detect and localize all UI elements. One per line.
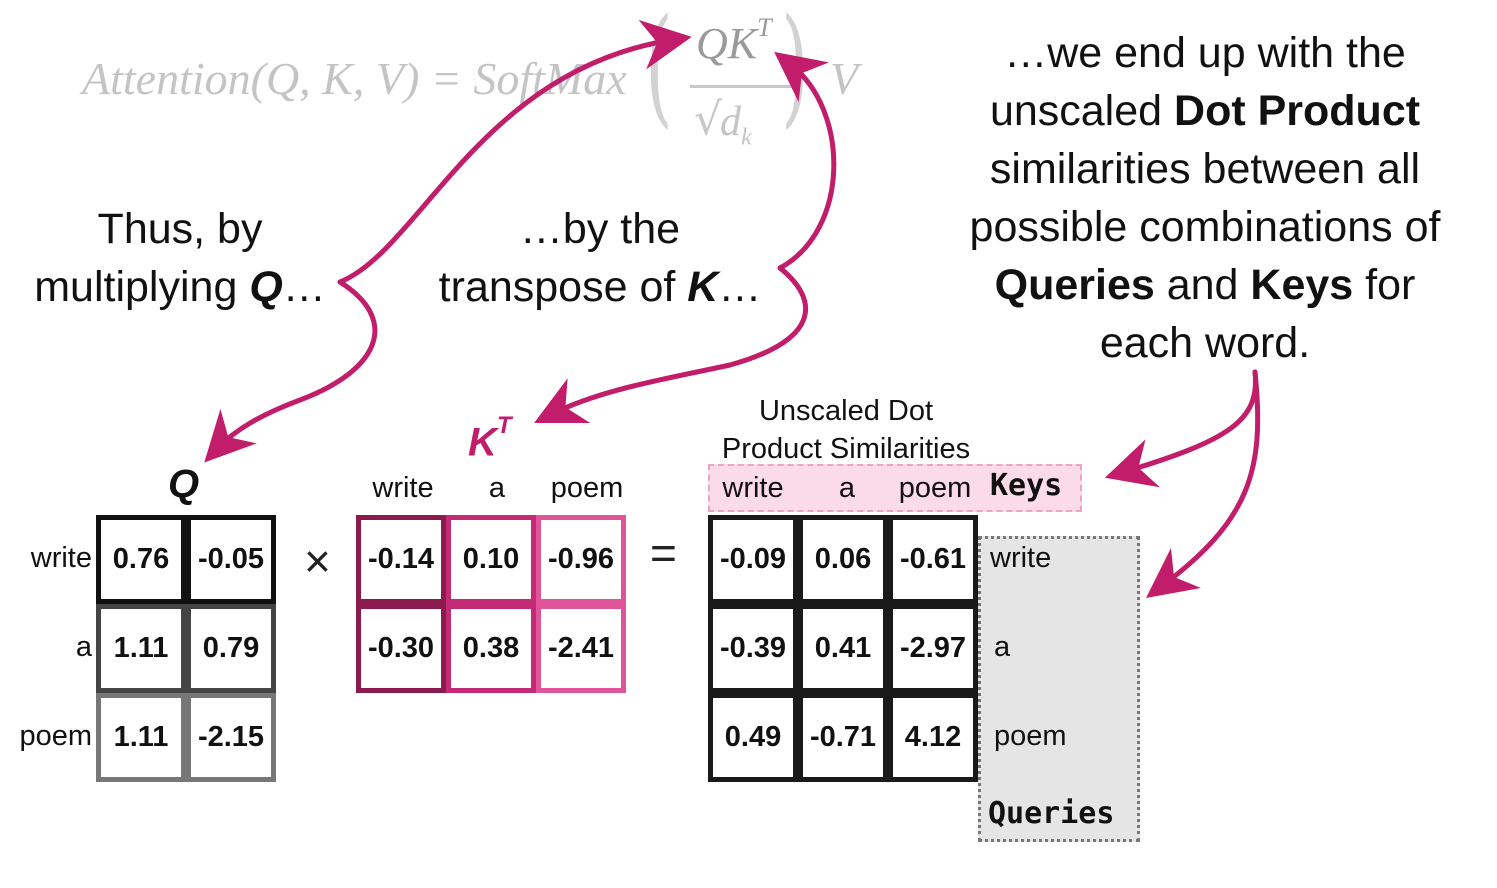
kt-matrix-title: KT — [468, 412, 512, 465]
result-col-label: write — [722, 472, 784, 504]
sqrt-icon: √ — [694, 94, 723, 145]
matrix-cell: 4.12 — [888, 693, 978, 782]
q-row-label: a — [75, 631, 92, 663]
result-col-label: poem — [898, 472, 972, 504]
matrix-cell: -2.15 — [186, 693, 276, 782]
caption-multiplying-q: Thus, by multiplying Q… — [34, 205, 326, 311]
matrix-cell: 0.10 — [446, 515, 536, 604]
result-title: Unscaled Dot Product Similarities — [721, 395, 971, 465]
matrix-cell: -0.39 — [708, 604, 798, 693]
formula-denominator: dk — [720, 99, 752, 151]
caption-result: …we end up with the unscaled Dot Product… — [969, 29, 1441, 367]
matrix-cell: 0.79 — [186, 604, 276, 693]
formula-numerator: QKT — [696, 13, 772, 68]
matrix-cell: -0.61 — [888, 515, 978, 604]
q-row-label: write — [30, 542, 92, 574]
matrix-cell: -0.09 — [708, 515, 798, 604]
matrix-cell: -0.05 — [186, 515, 276, 604]
matrix-cell: -0.14 — [356, 515, 446, 604]
matrix-cell: -0.96 — [536, 515, 626, 604]
matrix-cell: -0.30 — [356, 604, 446, 693]
result-row-label: write — [990, 542, 1052, 574]
arrow-k-to-matrix — [534, 265, 808, 423]
keys-band — [708, 464, 1082, 512]
matrix-cell: 0.06 — [798, 515, 888, 604]
formula-rhs: V — [830, 53, 859, 104]
arrow-q-to-formula — [337, 19, 692, 285]
times-operator: × — [304, 535, 331, 587]
matrix-cell: 0.49 — [708, 693, 798, 782]
kt-matrix: -0.14 0.10 -0.96 -0.30 0.38 -2.41 — [356, 515, 626, 693]
result-col-label: a — [838, 472, 856, 504]
arrow-q-to-matrix — [204, 279, 378, 463]
equals-operator: = — [650, 527, 677, 579]
queries-band — [978, 536, 1140, 842]
matrix-cell: 1.11 — [96, 604, 186, 693]
arrow-to-keys — [1104, 369, 1259, 488]
kt-col-label: a — [488, 472, 506, 504]
arrow-k-to-formula — [774, 51, 837, 271]
caption-transpose-k: …by the transpose of K… — [438, 205, 762, 311]
formula-fraction-bar — [690, 85, 800, 88]
keys-label: Keys — [990, 468, 1063, 503]
matrix-cell: -0.71 — [798, 693, 888, 782]
result-row-label: poem — [994, 720, 1067, 752]
matrix-cell: 0.41 — [798, 604, 888, 693]
result-row-label: a — [994, 631, 1011, 663]
q-matrix: 0.76 -0.05 1.11 0.79 1.11 -2.15 — [96, 515, 276, 782]
q-row-label: poem — [19, 720, 92, 752]
queries-label: Queries — [988, 796, 1115, 831]
matrix-cell: 1.11 — [96, 693, 186, 782]
arrow-to-queries — [1146, 369, 1261, 599]
matrix-cell: 0.76 — [96, 515, 186, 604]
matrix-cell: 0.38 — [446, 604, 536, 693]
result-matrix: -0.09 0.06 -0.61 -0.39 0.41 -2.97 0.49 -0.71 4.1… — [708, 515, 978, 782]
kt-col-label: write — [372, 472, 434, 504]
q-matrix-title: Q — [168, 462, 200, 506]
matrix-cell: -2.97 — [888, 604, 978, 693]
matrix-cell: -2.41 — [536, 604, 626, 693]
kt-col-label: poem — [550, 472, 624, 504]
